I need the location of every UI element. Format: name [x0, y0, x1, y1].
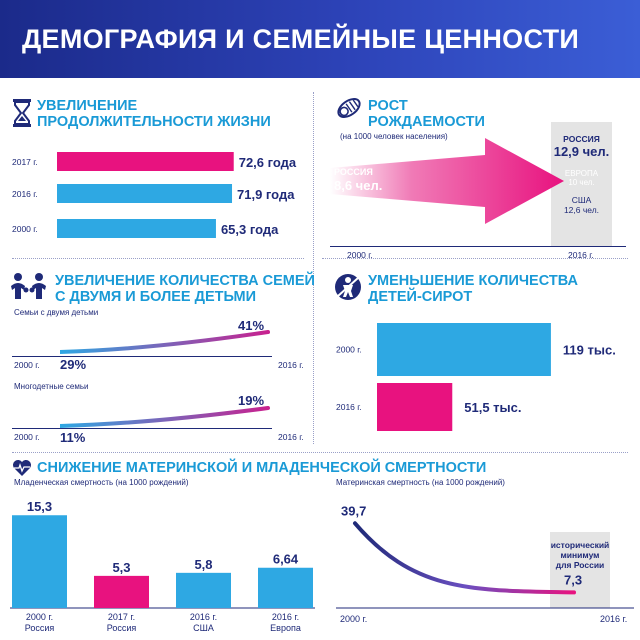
infant-category-label: 2016 г. [190, 612, 217, 622]
two-kids-label: Семьи с двумя детьми [14, 308, 99, 317]
page-header [0, 0, 640, 78]
life-expectancy-chart: 2017 г. 72,6 года 2016 г. 71,9 года 2000 г. 6… [12, 152, 297, 238]
birth-axis [330, 246, 626, 247]
many-kids-axis [12, 428, 272, 429]
baby-icon [337, 98, 361, 118]
maternal-year-end: 2016 г. [600, 614, 627, 624]
orphans-bar [377, 383, 453, 431]
birth-end-values: РОССИЯ 12,9 чел. ЕВРОПА 10 чел. США 12,6… [553, 134, 610, 215]
life-bar [57, 219, 216, 238]
infant-value-label: 6,64 [273, 552, 299, 567]
birth-growth-arrow [330, 138, 564, 224]
orphans-bar [377, 323, 551, 376]
birth-start: РОССИЯ 8,6 чел. [334, 167, 383, 193]
many-kids-year-start: 2000 г. [14, 432, 40, 442]
heartbeat-icon [13, 460, 31, 476]
maternal-mortality-chart: 39,7 7,3 2000 г. 2016 г. [336, 503, 634, 624]
infant-category-label: Россия [107, 623, 137, 633]
life-value-label: 65,3 года [221, 222, 279, 237]
orphans-year-label: 2000 г. [336, 345, 362, 355]
infant-value-label: 15,3 [27, 499, 52, 514]
maternal-label: Материнская смертность (на 1000 рождений… [336, 478, 505, 487]
divider-h3 [12, 452, 628, 453]
life-year-label: 2017 г. [12, 157, 38, 167]
orphans-value-label: 51,5 тыс. [464, 400, 521, 415]
infant-category-label: Россия [25, 623, 55, 633]
mortality-title: СНИЖЕНИЕ МАТЕРИНСКОЙ И МЛАДЕНЧЕСКОЙ СМЕР… [37, 460, 487, 476]
maternal-curve [353, 521, 576, 595]
birth-title: РОСТ РОЖДАЕМОСТИ [368, 98, 485, 130]
orphans-year-label: 2016 г. [336, 402, 362, 412]
page-title: ДЕМОГРАФИЯ И СЕМЕЙНЫЕ ЦЕННОСТИ [22, 24, 580, 54]
life-value-label: 72,6 года [239, 155, 297, 170]
birth-2016-panel [551, 122, 612, 246]
birth-year-start: 2000 г. [347, 250, 373, 260]
two-kids-curve [60, 330, 270, 354]
family-icon [11, 273, 46, 299]
divider-h2 [322, 258, 628, 259]
two-kids-start: 29% [60, 357, 87, 372]
maternal-min-panel [550, 532, 610, 608]
orphans-value-label: 119 тыс. [563, 343, 616, 358]
child-icon [335, 274, 361, 300]
orphans-title: УМЕНЬШЕНИЕ КОЛИЧЕСТВА ДЕТЕЙ-СИРОТ [368, 273, 578, 305]
many-kids-year-end: 2016 г. [278, 432, 304, 442]
infant-label: Младенческая смертность (на 1000 рождени… [14, 478, 189, 487]
infant-category-label: 2017 г. [108, 612, 135, 622]
infant-bar [94, 575, 149, 608]
many-kids-label: Многодетные семьи [14, 382, 89, 391]
life-title: УВЕЛИЧЕНИЕ ПРОДОЛЖИТЕЛЬНОСТИ ЖИЗНИ [37, 98, 271, 130]
divider-h1 [12, 258, 304, 259]
life-bar [57, 152, 234, 171]
infant-value-label: 5,3 [112, 560, 130, 575]
infant-category-label: Европа [270, 623, 301, 633]
hourglass-icon [13, 99, 31, 127]
orphans-chart: 2000 г. 119 тыс. 2016 г. 51,5 тыс. [336, 323, 616, 431]
infant-category-label: 2016 г. [272, 612, 299, 622]
infant-value-label: 5,8 [194, 557, 212, 572]
infant-bar [12, 515, 67, 608]
infant-category-label: 2000 г. [26, 612, 53, 622]
many-kids-curve [60, 406, 270, 428]
many-kids-end: 19% [238, 393, 265, 408]
many-kids-start: 11% [60, 430, 86, 445]
infant-bar [176, 572, 231, 608]
infant-category-label: США [193, 623, 214, 633]
maternal-end-value: 7,3 [564, 572, 582, 587]
two-kids-year-end: 2016 г. [278, 360, 304, 370]
maternal-start-value: 39,7 [341, 503, 366, 518]
life-bar [57, 184, 233, 203]
maternal-year-start: 2000 г. [340, 614, 367, 624]
two-kids-end: 41% [238, 318, 265, 333]
birth-subtitle: (на 1000 человек населения) [340, 132, 448, 141]
families-title: УВЕЛИЧЕНИЕ КОЛИЧЕСТВА СЕМЕЙ С ДВУМЯ И БО… [55, 273, 315, 305]
two-kids-axis [12, 356, 272, 357]
infant-bar [258, 567, 313, 608]
life-year-label: 2016 г. [12, 189, 38, 199]
life-year-label: 2000 г. [12, 224, 38, 234]
birth-year-end: 2016 г. [568, 250, 594, 260]
two-kids-year-start: 2000 г. [14, 360, 40, 370]
divider-v1 [313, 92, 314, 444]
maternal-note: исторический минимум для России [550, 540, 610, 570]
life-value-label: 71,9 года [237, 187, 295, 202]
